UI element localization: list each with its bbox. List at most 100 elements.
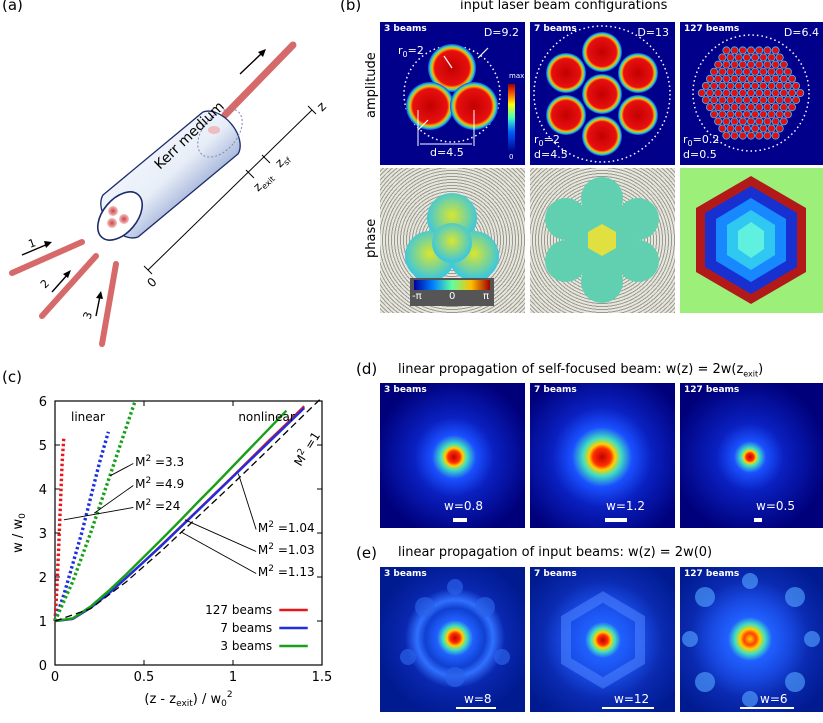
- beamlet: [718, 124, 727, 133]
- beamlet: [751, 53, 760, 62]
- phase-7-beams: [530, 168, 675, 313]
- beam-number-1: 1: [27, 236, 38, 251]
- self-focused-7-beams: 7 beams w=1.2: [530, 383, 675, 528]
- beamlet: [763, 74, 772, 83]
- beamlet: [726, 124, 735, 133]
- series-3-beams: [54, 409, 288, 623]
- amplitude-3-beams: 3 beams D=9.2 r0=2 d=4.5 max 0: [380, 22, 525, 165]
- beamlet: [747, 89, 756, 98]
- beamlet: [742, 53, 751, 62]
- beamlet: [755, 74, 764, 83]
- self-focused-127-beams: 127 beams w=0.5: [680, 383, 823, 528]
- config-tag: 3 beams: [384, 24, 427, 34]
- beamlet: [722, 46, 731, 55]
- self-focused-3-beams: 3 beams w=0.8: [380, 383, 525, 528]
- series-127-beams-linear: [53, 436, 66, 622]
- beam-width-chart: 0 0.5 1 1.5 0 1 2 3 4 5 6 (z - zexit) / w02 w / w0 li…: [11, 395, 332, 709]
- beamlet: [783, 96, 792, 105]
- beamlet: [771, 74, 780, 83]
- beamlet: [755, 117, 764, 126]
- colorbar-max: max: [509, 72, 525, 80]
- beamlet: [718, 110, 727, 119]
- width-label: w=12: [614, 692, 650, 706]
- annotation-nonlinear: M2 =1.04: [258, 520, 315, 535]
- beamlet: [751, 81, 760, 90]
- config-spacing: d=4.5: [430, 146, 464, 159]
- beamlet: [763, 60, 772, 69]
- colorbar-min: 0: [509, 153, 514, 161]
- annotation-nonlinear: M2 =1.03: [258, 542, 315, 557]
- annotation-pointer: [237, 473, 257, 530]
- beamlet: [755, 103, 764, 112]
- panel-label-c: (c): [2, 368, 22, 386]
- beamlet: [747, 74, 756, 83]
- beamlet: [730, 103, 739, 112]
- beamlet: [779, 89, 788, 98]
- annotation-nonlinear: M2 =1.13: [258, 564, 315, 579]
- panel-label-a: (a): [2, 0, 23, 14]
- x-tick-label: 0.5: [134, 670, 155, 685]
- scale-bar: [754, 518, 762, 522]
- panel-tag: 127 beams: [684, 385, 740, 395]
- beamlet: [779, 60, 788, 69]
- beamlet: [742, 81, 751, 90]
- config-r0: r0=2: [534, 133, 560, 149]
- beamlet: [755, 46, 764, 55]
- x-tick-label: 0: [51, 670, 59, 685]
- beamlet: [726, 53, 735, 62]
- width-label: w=6: [760, 692, 788, 706]
- beamlet: [751, 124, 760, 133]
- series-7-beams-linear: [53, 431, 111, 622]
- y-tick-label: 2: [39, 571, 47, 586]
- beamlet: [775, 96, 784, 105]
- beamlet: [726, 110, 735, 119]
- input-beam-1: [9, 239, 85, 276]
- region-label-nonlinear: nonlinear: [238, 410, 295, 424]
- beamlet: [730, 131, 739, 140]
- input-propagated-7-beams: 7 beams w=12: [530, 567, 675, 712]
- beamlet: [771, 131, 780, 140]
- beamlet: [771, 46, 780, 55]
- beamlet: [767, 81, 776, 90]
- beamlet: [722, 60, 731, 69]
- beamlet: [779, 103, 788, 112]
- beamlet: [767, 110, 776, 119]
- beamlet: [722, 89, 731, 98]
- series-m2-1: [54, 397, 323, 622]
- config-tag: 7 beams: [534, 24, 577, 34]
- reference-label: M2 =1: [290, 429, 323, 469]
- beamlet: [767, 124, 776, 133]
- beamlet: [738, 60, 747, 69]
- beamlet: [722, 117, 731, 126]
- beamlet: [767, 53, 776, 62]
- annotation-pointer: [181, 531, 257, 574]
- config-d-size: D=9.2: [483, 26, 519, 39]
- beamlet: [730, 89, 739, 98]
- beamlet: [759, 67, 768, 76]
- beamlet: [705, 103, 714, 112]
- beamlet: [788, 89, 797, 98]
- beamlet: [701, 96, 710, 105]
- beamlet: [755, 131, 764, 140]
- z-exit-sub: exit: [260, 174, 277, 191]
- beamlet: [779, 74, 788, 83]
- beamlet: [742, 96, 751, 105]
- beamlet: [763, 117, 772, 126]
- row-label-phase: phase: [364, 218, 379, 258]
- beamlet: [714, 89, 723, 98]
- region-label-linear: linear: [71, 410, 105, 424]
- beamlet: [759, 81, 768, 90]
- beamlet: [759, 110, 768, 119]
- beamlet: [730, 74, 739, 83]
- annotation-pointer: [93, 485, 134, 514]
- beamlet: [759, 124, 768, 133]
- scale-bar: [605, 518, 627, 522]
- beamlet: [751, 110, 760, 119]
- beamlet: [730, 117, 739, 126]
- beamlet: [783, 110, 792, 119]
- panel-tag: 127 beams: [684, 569, 740, 579]
- config-spacing: d=0.5: [683, 148, 717, 161]
- scale-bar: [740, 707, 794, 709]
- panel-a-diagram: Kerr medium z zexit zsf 0 1 2 3: [0, 20, 340, 350]
- zero-label: 0: [144, 275, 159, 290]
